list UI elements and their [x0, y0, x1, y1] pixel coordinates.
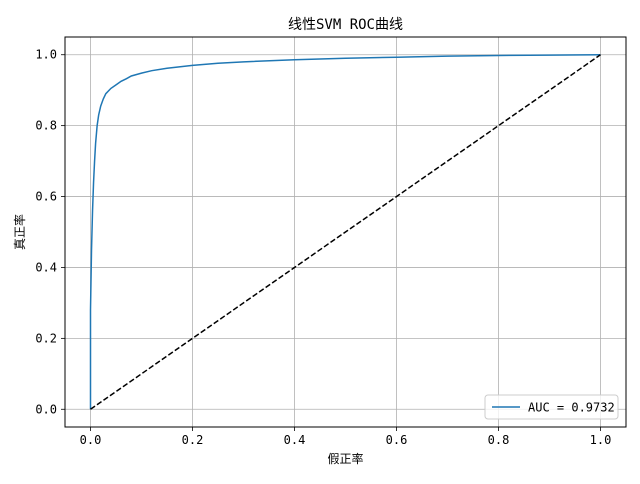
plot-area-frame: [64, 36, 627, 428]
y-tick-label: 0.6: [35, 190, 57, 204]
y-tick-label: 0.8: [35, 119, 57, 133]
roc-curve-line: [89, 53, 601, 410]
y-axis-label: 真正率: [12, 214, 27, 250]
chance-diagonal-line: [90, 54, 601, 410]
chart-title: 线性SVM ROC曲线: [288, 17, 403, 33]
series-layer: [89, 53, 601, 410]
legend-label: AUC = 0.9732: [528, 401, 615, 415]
x-tick-label: 0.4: [284, 433, 306, 447]
x-tick-label: 0.2: [182, 433, 204, 447]
x-tick-label: 0.8: [488, 433, 510, 447]
x-axis-label: 假正率: [327, 451, 363, 466]
ticks: 0.0 0.2 0.4 0.6 0.8 1.0 0.0 0.2 0.4 0.6 0.8 1.0: [35, 48, 611, 447]
y-tick-label: 0.0: [35, 402, 57, 416]
legend-box: [484, 394, 619, 420]
y-tick-label: 1.0: [35, 48, 57, 62]
y-tick-label: 0.4: [35, 260, 57, 274]
y-tick-label: 0.2: [35, 331, 57, 345]
x-tick-label: 0.0: [80, 433, 102, 447]
x-tick-label: 1.0: [590, 433, 612, 447]
grid: [65, 37, 626, 427]
x-tick-label: 0.6: [386, 433, 408, 447]
legend: AUC = 0.9732: [484, 394, 619, 420]
